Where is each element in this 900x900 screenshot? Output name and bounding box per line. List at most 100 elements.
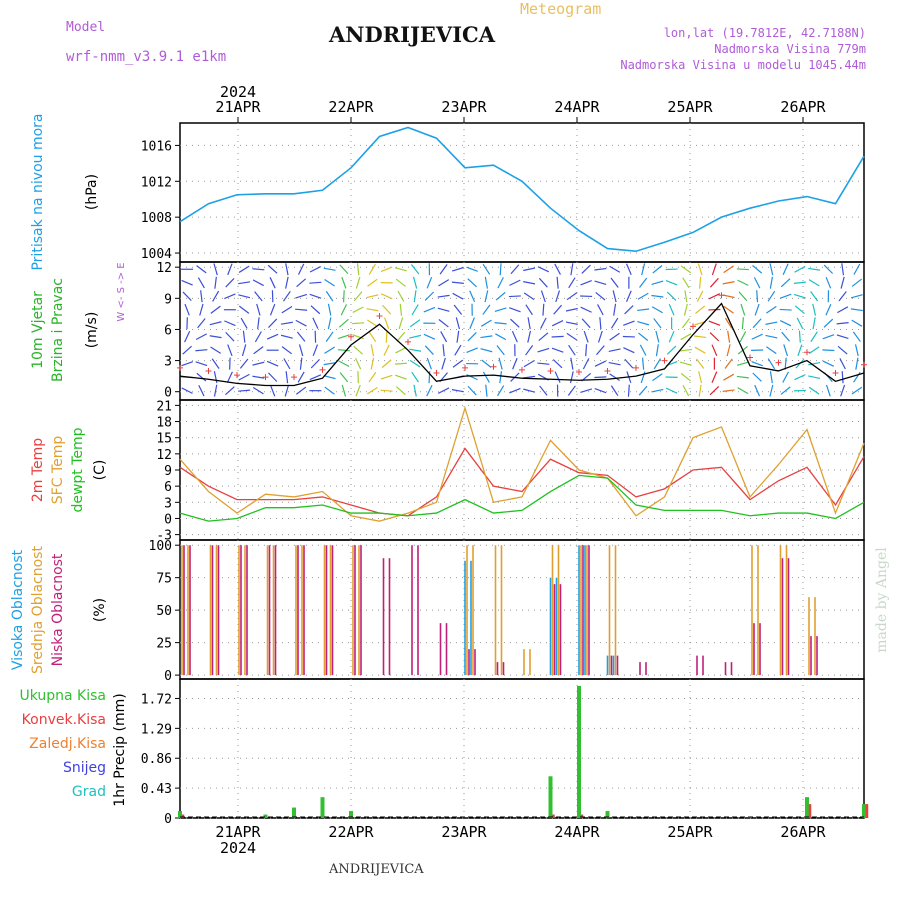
wind-arrow (625, 263, 632, 276)
wind-arrow (552, 359, 563, 369)
wind-arrow (698, 371, 703, 384)
wind-arrow (339, 372, 349, 383)
wind-arrow (652, 373, 663, 382)
wind-arrow (738, 291, 748, 302)
wind-arrow (341, 276, 347, 289)
wind-arrow (455, 317, 461, 330)
wind-arrow (241, 344, 247, 357)
wind-arrow (722, 281, 735, 285)
wind-arrow (395, 278, 406, 287)
x-top-label: 24APR (554, 98, 600, 116)
wind-arrow (499, 371, 503, 384)
wind-arrow (822, 360, 835, 367)
wind-arrow (213, 263, 218, 276)
wind-arrow (368, 371, 377, 383)
x-bottom-label: 22APR (328, 823, 374, 841)
wind-arrow (196, 265, 207, 274)
wind-arrow (309, 281, 322, 284)
wind-arrow (267, 264, 278, 274)
wind-arrow (395, 346, 407, 354)
wind-arrow (711, 263, 717, 276)
wind-arrow (366, 294, 379, 299)
wind-arrow (212, 290, 220, 302)
wind-arrow (727, 330, 731, 343)
wind-arrow (227, 263, 233, 276)
wind-arrow (367, 319, 378, 327)
wind-arrow (209, 335, 222, 339)
wind-arrow (666, 345, 677, 355)
wind-arrow (699, 276, 702, 289)
wind-arrow (653, 358, 662, 370)
wind-arrow (624, 358, 634, 369)
wind-arrow (211, 358, 220, 369)
wind-arrow (838, 291, 847, 302)
wind-arrow (756, 290, 759, 303)
wind-arrow (309, 374, 322, 381)
wind-arrow (454, 344, 462, 356)
wind-arrow (808, 386, 820, 395)
wind-arrow (555, 290, 561, 303)
wind-arrow (769, 371, 773, 384)
wind-arrow (736, 375, 749, 379)
precip-bar-0 (349, 811, 353, 818)
pressure-ylabel: Pritisak na nivou mora (30, 113, 46, 270)
wind-arrow (696, 290, 704, 302)
ytick-label: 1016 (141, 139, 172, 154)
wind-arrow (181, 387, 193, 394)
cloud-ylabel-1: Visoka Oblacnost (10, 549, 26, 670)
wind-arrow (380, 374, 393, 380)
wind-arrow (469, 317, 475, 330)
precip-bar-0 (548, 776, 553, 818)
wind-arrow (266, 333, 279, 340)
ytick-label: 15 (156, 432, 172, 447)
wind-arrow (252, 375, 265, 379)
wind-arrow (837, 345, 848, 355)
wind-arrow (355, 276, 361, 289)
wind-arrow (424, 345, 434, 355)
wind-arrow (338, 318, 349, 328)
wind-arrow (285, 371, 289, 384)
wind-arrow (281, 306, 293, 314)
x-top-label: 26APR (780, 98, 826, 116)
wind-arrow (723, 305, 734, 314)
wind-arrow (638, 332, 649, 341)
wind-arrow (198, 385, 205, 397)
wind-arrow (723, 265, 734, 274)
wind-arrow (394, 267, 407, 272)
wind-arrow (570, 357, 574, 370)
wind-arrow (341, 384, 347, 397)
wind-arrow (238, 294, 251, 299)
wind-arrow (213, 384, 218, 397)
wind-gust-marker (262, 374, 269, 381)
precip-bar-1 (181, 814, 185, 818)
wind-arrow (269, 303, 276, 316)
ytick-label: 12 (156, 261, 172, 276)
wind-arrow (779, 308, 792, 311)
wind-arrow (523, 281, 536, 285)
wind-arrow (610, 385, 619, 397)
wind-arrow (253, 346, 264, 355)
wind-arrow (836, 334, 849, 340)
wind-arrow (438, 319, 449, 328)
wind-arrow (625, 290, 632, 302)
wind-arrow (426, 357, 432, 370)
wind-arrow (508, 295, 521, 298)
wind-arrow (697, 263, 703, 276)
wind-arrow (297, 371, 305, 383)
wind-arrow (594, 388, 607, 394)
wind-arrow (482, 371, 490, 383)
wind-gust-marker (804, 349, 810, 356)
wind-arrow (266, 360, 279, 367)
wind-arrow (295, 319, 307, 327)
wind-arrow (754, 384, 761, 397)
wind-arrow (825, 276, 832, 289)
wind-arrow (398, 317, 404, 330)
wind-arrow (594, 376, 607, 379)
wind-arrow (466, 347, 478, 353)
wind-arrow (213, 371, 218, 384)
wind-arrow (780, 386, 791, 395)
wind-arrow (595, 345, 605, 356)
wind-arrow (585, 344, 588, 357)
wind-arrow (683, 303, 688, 316)
